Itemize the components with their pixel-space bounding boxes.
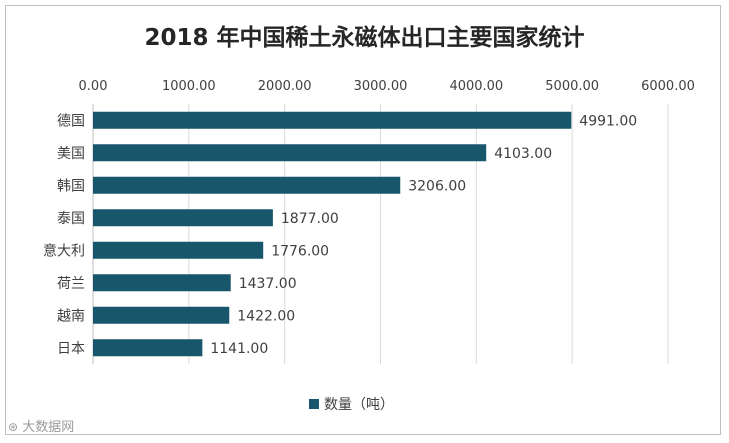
data-labels: 4991.00 4103.00 3206.00 1877.00 1776.00 1437.… (210, 113, 637, 357)
brand-logo-icon: ⊛ (8, 420, 19, 434)
watermark-text: 大数据网 (22, 420, 75, 435)
bars (93, 111, 572, 357)
x-tick-label: 2000.00 (258, 79, 312, 94)
data-label: 1776.00 (271, 243, 329, 259)
bar (93, 209, 273, 227)
bar (93, 306, 230, 324)
legend-label: 数量（吨） (324, 397, 394, 413)
data-label: 1877.00 (281, 211, 339, 227)
bar (93, 274, 231, 292)
bar (93, 339, 203, 357)
category-label: 日本 (57, 341, 85, 357)
x-tick-label: 1000.00 (162, 79, 216, 94)
category-label: 德国 (57, 113, 85, 129)
data-label: 4991.00 (579, 113, 637, 129)
bar (93, 144, 487, 162)
data-label: 1422.00 (237, 308, 295, 324)
x-tick-label: 3000.00 (354, 79, 408, 94)
category-label: 荷兰 (57, 276, 85, 292)
x-tick-label: 5000.00 (545, 79, 599, 94)
grid-lines (92, 104, 669, 364)
category-label: 韩国 (57, 178, 85, 194)
data-label: 1141.00 (210, 341, 268, 357)
x-tick-label: 0.00 (79, 79, 108, 94)
chart-title: 2018 年中国稀土永磁体出口主要国家统计 (144, 25, 585, 51)
x-tick-label: 6000.00 (641, 79, 695, 94)
category-label: 意大利 (43, 242, 85, 259)
legend-swatch (309, 399, 319, 409)
category-label: 美国 (57, 146, 85, 162)
category-label: 越南 (57, 308, 85, 324)
data-label: 3206.00 (408, 178, 466, 194)
x-tick-label: 4000.00 (449, 79, 503, 94)
x-axis-ticks: 0.00 1000.00 2000.00 3000.00 4000.00 5000.00 6… (79, 79, 695, 94)
category-label: 泰国 (57, 211, 85, 227)
bar (93, 241, 264, 259)
watermark: ⊛ 大数据网 (8, 416, 74, 435)
data-label: 1437.00 (239, 276, 297, 292)
bar (93, 111, 572, 129)
data-label: 4103.00 (494, 146, 552, 162)
bar (93, 176, 401, 194)
legend: 数量（吨） (309, 397, 394, 413)
